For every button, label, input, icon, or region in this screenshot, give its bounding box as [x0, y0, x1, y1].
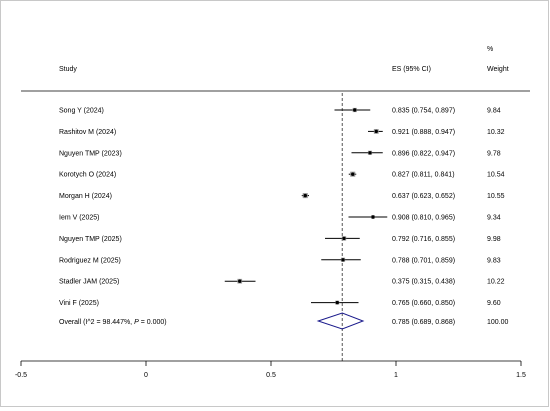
study-es-text: 0.908 (0.810, 0.965): [392, 215, 455, 222]
x-tick-label: 0.5: [266, 372, 276, 379]
study-weight-text: 9.83: [487, 257, 501, 264]
study-point: [351, 172, 355, 176]
es-column-header: ES (95% CI): [392, 66, 431, 73]
study-row: Nguyen TMP (2023) 0.896 (0.822, 0.947) 9.7…: [59, 150, 501, 157]
x-tick-label: 1: [394, 372, 398, 379]
study-point: [374, 129, 378, 134]
study-es-text: 0.896 (0.822, 0.947): [392, 150, 455, 157]
study-es-text: 0.921 (0.888, 0.947): [392, 129, 455, 136]
study-weight-text: 9.34: [487, 215, 501, 222]
overall-row: Overall (I^2 = 98.447%, P = 0.000) 0.785…: [59, 312, 509, 330]
overall-label: Overall (I^2 = 98.447%, P = 0.000): [59, 319, 167, 326]
study-label: Korotych O (2024): [59, 172, 116, 179]
x-axis-ticks: -0.5 0 0.5 1 1.5: [15, 361, 526, 379]
study-es-text: 0.765 (0.660, 0.850): [392, 300, 455, 307]
weight-column-header: Weight: [487, 66, 509, 73]
study-weight-text: 10.54: [487, 172, 505, 179]
study-label: Stadler JAM (2025): [59, 279, 119, 286]
study-weight-text: 10.55: [487, 193, 505, 200]
study-column-header: Study: [59, 66, 77, 73]
x-tick-label: 1.5: [516, 372, 526, 379]
study-row: Stadler JAM (2025) 0.375 (0.315, 0.438) 10…: [59, 279, 505, 286]
study-label: Nguyen TMP (2025): [59, 236, 122, 243]
study-point: [303, 193, 307, 198]
study-label: Vini F (2025): [59, 300, 99, 307]
study-row: Iem V (2025) 0.908 (0.810, 0.965) 9.34: [59, 215, 501, 222]
study-row: Rashitov M (2024) 0.921 (0.888, 0.947) 10.…: [59, 129, 505, 136]
study-weight-text: 10.32: [487, 129, 505, 136]
study-point: [238, 279, 242, 283]
study-weight-text: 9.78: [487, 150, 501, 157]
overall-diamond: [316, 312, 365, 330]
study-row: Rodriguez M (2025) 0.788 (0.701, 0.859) 9.…: [59, 257, 501, 264]
study-point: [341, 258, 345, 262]
study-label: Rodriguez M (2025): [59, 257, 121, 264]
study-es-text: 0.827 (0.811, 0.841): [392, 172, 455, 179]
overall-es-text: 0.785 (0.689, 0.868): [392, 319, 455, 326]
study-weight-text: 9.98: [487, 236, 501, 243]
study-row: Morgan H (2024) 0.637 (0.623, 0.652) 10.55: [59, 193, 505, 200]
study-es-text: 0.835 (0.754, 0.897): [392, 108, 455, 115]
overall-weight-text: 100.00: [487, 319, 509, 326]
study-point: [368, 151, 372, 155]
study-es-text: 0.637 (0.623, 0.652): [392, 193, 455, 200]
study-label: Morgan H (2024): [59, 193, 112, 200]
study-row: Song Y (2024) 0.835 (0.754, 0.897) 9.84: [59, 108, 501, 115]
x-tick-label: 0: [144, 372, 148, 379]
study-point: [335, 300, 339, 305]
study-weight-text: 9.60: [487, 300, 501, 307]
study-row: Nguyen TMP (2025) 0.792 (0.716, 0.855) 9.9…: [59, 236, 501, 243]
study-weight-text: 10.22: [487, 279, 505, 286]
study-point: [371, 215, 375, 219]
study-es-text: 0.792 (0.716, 0.855): [392, 236, 455, 243]
study-label: Iem V (2025): [59, 215, 99, 222]
weight-percent-header: %: [487, 46, 493, 53]
study-weight-text: 9.84: [487, 108, 501, 115]
study-label: Nguyen TMP (2023): [59, 150, 122, 157]
study-rows: Song Y (2024) 0.835 (0.754, 0.897) 9.84 Ras…: [59, 108, 505, 308]
x-tick-label: -0.5: [15, 372, 27, 379]
study-row: Vini F (2025) 0.765 (0.660, 0.850) 9.60: [59, 300, 501, 307]
study-row: Korotych O (2024) 0.827 (0.811, 0.841) 10.…: [59, 171, 505, 179]
study-es-text: 0.788 (0.701, 0.859): [392, 257, 455, 264]
study-label: Song Y (2024): [59, 108, 104, 115]
study-es-text: 0.375 (0.315, 0.438): [392, 279, 455, 286]
study-label: Rashitov M (2024): [59, 129, 116, 136]
study-point: [342, 236, 346, 241]
study-point: [353, 108, 357, 112]
